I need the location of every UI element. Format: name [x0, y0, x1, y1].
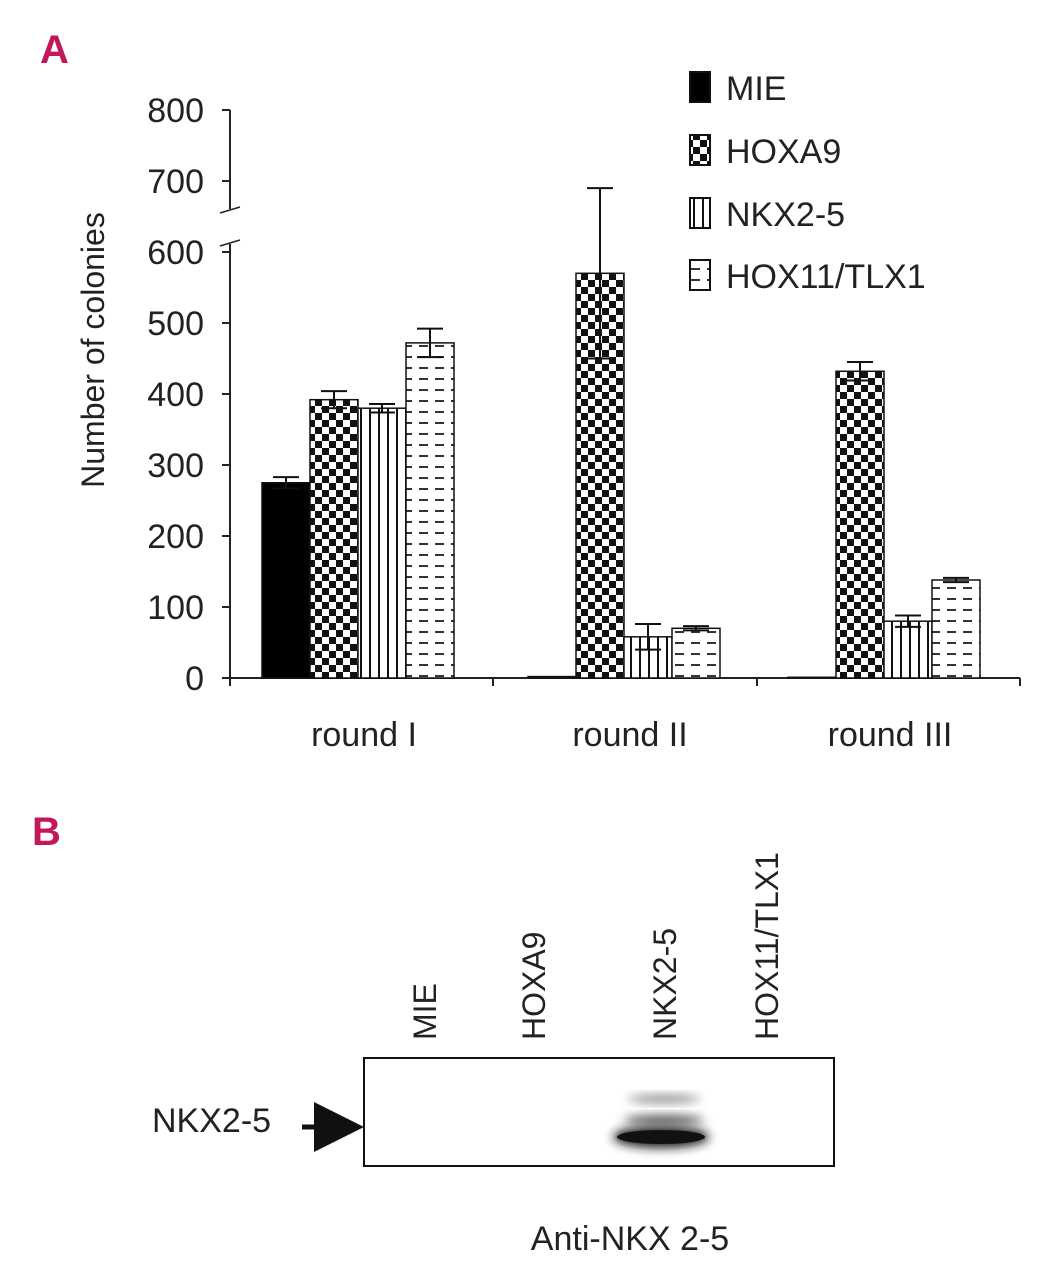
- bar: [835, 370, 885, 679]
- y-tick-label: 0: [185, 660, 204, 698]
- x-category-label: round III: [828, 716, 953, 754]
- y-axis: 0 100 200 300 400 500 600 700 800: [147, 92, 241, 698]
- western-blot: MIE HOXA9 NKX2-5 HOX11/TLX1 NKX2-5 Anti-NKX…: [152, 852, 835, 1258]
- legend-label: NKX2-5: [726, 196, 845, 234]
- bar: [527, 675, 577, 679]
- legend-swatch: [689, 134, 711, 166]
- antibody-label: Anti-NKX 2-5: [531, 1220, 729, 1258]
- x-axis: round I round II round III: [229, 677, 1021, 754]
- y-tick-label: 800: [147, 92, 204, 130]
- x-category-label: round II: [572, 716, 687, 754]
- blot-lane-label: HOXA9: [516, 932, 552, 1040]
- error-bar: [635, 623, 661, 651]
- x-category-label: round I: [311, 716, 417, 754]
- legend-label: HOXA9: [726, 133, 841, 171]
- legend-label: HOX11/TLX1: [726, 258, 926, 296]
- blot-lane-label: NKX2-5: [647, 928, 683, 1040]
- nkx2-5-band: [613, 1095, 709, 1148]
- bar-series: [261, 187, 981, 679]
- bar: [931, 579, 981, 679]
- error-bar: [587, 187, 613, 360]
- error-bar: [273, 476, 299, 490]
- error-bar: [683, 625, 709, 632]
- bar: [787, 676, 837, 679]
- y-tick-label: 300: [147, 447, 204, 485]
- error-bar: [369, 402, 395, 414]
- legend-swatch: [689, 197, 711, 229]
- y-axis-title: Number of colonies: [75, 212, 111, 488]
- band-label: NKX2-5: [152, 1102, 271, 1140]
- error-bar: [943, 576, 969, 584]
- y-tick-label: 200: [147, 518, 204, 556]
- panel-b-letter: B: [32, 810, 61, 854]
- legend-swatch: [689, 71, 711, 103]
- error-bar: [321, 390, 347, 410]
- axis-break-mark: [219, 239, 241, 247]
- y-tick-label: 400: [147, 376, 204, 414]
- legend: MIE HOXA9 NKX2-5 HOX11/TLX1: [689, 70, 926, 296]
- blot-frame: [363, 1057, 835, 1167]
- bar: [309, 398, 359, 679]
- error-bar: [417, 327, 443, 359]
- bar: [883, 620, 933, 679]
- y-tick-label: 500: [147, 305, 204, 343]
- panel-a-letter: A: [40, 28, 69, 72]
- legend-label: MIE: [726, 70, 786, 108]
- y-tick-label: 600: [147, 234, 204, 272]
- bar: [261, 482, 311, 679]
- blot-lane-label: MIE: [407, 983, 443, 1040]
- y-tick-label: 700: [147, 163, 204, 201]
- legend-swatch: [689, 259, 711, 291]
- lane-labels: MIE HOXA9 NKX2-5 HOX11/TLX1: [407, 852, 785, 1040]
- y-tick-label: 100: [147, 589, 204, 627]
- axis-break-mark: [219, 206, 241, 214]
- error-bar: [895, 614, 921, 628]
- bar: [357, 407, 407, 679]
- error-bar: [847, 361, 873, 382]
- blot-lane-label: HOX11/TLX1: [749, 852, 785, 1040]
- bar: [405, 342, 455, 679]
- bar: [671, 627, 721, 679]
